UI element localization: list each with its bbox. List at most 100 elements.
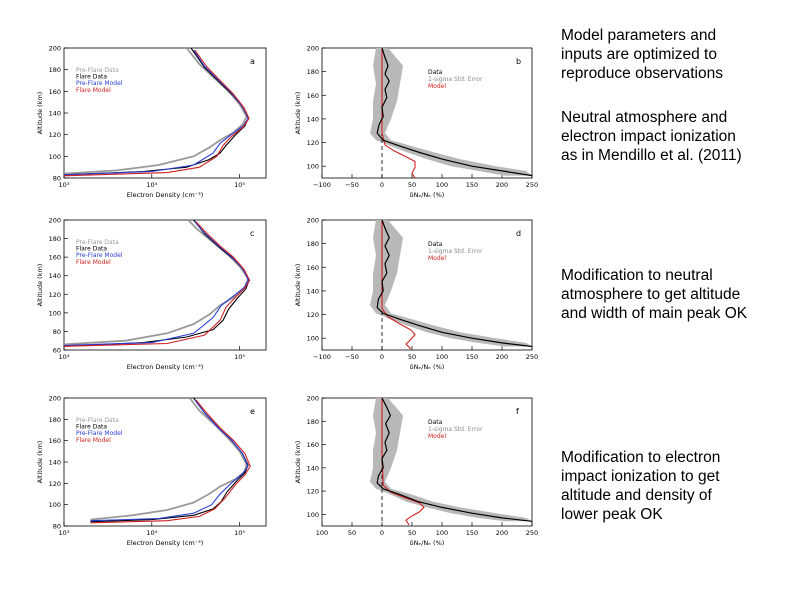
legend-entry: Pre-Flare Model: [76, 430, 123, 437]
note-line: Model parameters and: [561, 27, 717, 44]
y-tick-label: 100: [307, 335, 319, 343]
x-tick-label: −100: [313, 353, 331, 361]
x-tick-label: 150: [466, 181, 478, 189]
series-line: [90, 399, 249, 522]
panel-letter: b: [516, 57, 521, 66]
y-axis-label: Altitude (km): [36, 441, 44, 484]
y-tick-label: 200: [49, 217, 61, 225]
legend-entry: Pre-Flare Data: [76, 239, 119, 246]
y-tick-label: 80: [53, 328, 61, 336]
legend-entry: 1-sigma Std. Error: [428, 248, 483, 255]
panel-e: 80 100 120 140 160 180 200 10³ 10⁴ 10⁵ Electron De…: [36, 395, 267, 547]
chart-svg: 80 100 120 140 160 180 200 10³ 10⁴ 10⁵ Electron De…: [36, 45, 538, 548]
legend-entry: Data: [428, 419, 443, 426]
y-tick-label: 80: [53, 523, 61, 531]
plot-frame: [63, 219, 267, 351]
legend-entry: Flare Model: [76, 437, 111, 444]
y-tick-label: 120: [49, 131, 61, 139]
x-tick-label: 10³: [59, 529, 70, 537]
x-tick-label: 250: [526, 181, 538, 189]
legend-entry: Data: [428, 241, 443, 248]
note-line: Modification to neutral: [561, 267, 713, 284]
y-axis-label: Altitude (km): [294, 441, 302, 484]
x-tick-label: 10⁴: [146, 529, 157, 537]
x-axis-label: Electron Density (cm⁻³): [127, 363, 204, 371]
y-tick-label: 160: [307, 264, 319, 272]
legend-entry: Flare Data: [76, 246, 107, 253]
error-band: [370, 220, 532, 347]
legend-entry: Flare Model: [76, 259, 111, 266]
y-tick-label: 100: [307, 163, 319, 171]
panel-letter: c: [250, 229, 254, 238]
legend-entry: Flare Data: [76, 74, 107, 81]
y-axis-label: Altitude (km): [36, 264, 44, 307]
x-tick-label: 100: [316, 529, 328, 537]
x-tick-label: 10⁵: [234, 529, 245, 537]
model-line: [381, 398, 425, 526]
series-line: [63, 47, 248, 175]
note-line: lower peak OK: [561, 506, 663, 523]
series-line: [90, 399, 251, 524]
note-line: Neutral atmosphere and: [561, 109, 728, 126]
note-line: as in Mendillo et al. (2011): [561, 147, 742, 164]
y-tick-label: 180: [49, 235, 61, 243]
legend-entry: Model: [428, 255, 446, 262]
x-tick-label: 150: [466, 529, 478, 537]
x-tick-label: 200: [496, 529, 508, 537]
legend-entry: Flare Model: [76, 87, 111, 94]
series-line: [63, 49, 250, 177]
note-line: and width of main peak OK: [561, 305, 748, 322]
x-axis-label: δNₑ/Nₑ (%): [410, 191, 445, 199]
y-tick-label: 160: [307, 441, 319, 449]
note-4: Modification to electron impact ionizati…: [561, 448, 786, 524]
legend-entry: Pre-Flare Model: [76, 80, 123, 87]
plot-frame: [321, 397, 533, 527]
x-axis-label: Electron Density (cm⁻³): [127, 191, 204, 199]
x-tick-label: 100: [436, 529, 448, 537]
series-line: [63, 221, 251, 347]
y-tick-label: 120: [307, 488, 319, 496]
panel-b: 100 120 140 160 180 200 −100 −50 0 50 100 150 200 250…: [294, 45, 538, 200]
x-tick-label: 50: [408, 181, 416, 189]
data-line: [376, 219, 533, 348]
x-tick-label: −50: [345, 181, 359, 189]
note-1: Model parameters and inputs are optimize…: [561, 26, 786, 83]
panel-letter: f: [516, 407, 519, 416]
x-axis-label: δNₑ/Nₑ (%): [410, 363, 445, 371]
x-tick-label: 10⁴: [59, 353, 70, 361]
legend-entry: Pre-Flare Data: [76, 417, 119, 424]
series-line: [63, 221, 250, 346]
y-tick-label: 100: [49, 153, 61, 161]
x-tick-label: 250: [526, 529, 538, 537]
legend-entry: Flare Data: [76, 424, 107, 431]
y-axis-label: Altitude (km): [294, 92, 302, 135]
y-tick-label: 180: [307, 418, 319, 426]
panel-f: 100 120 140 160 180 200 100 50 0 50 100 150 200 250 δN…: [294, 395, 538, 548]
note-line: electron impact ionization: [561, 128, 736, 145]
y-tick-label: 200: [49, 395, 61, 403]
panel-letter: e: [250, 407, 255, 416]
data-line: [376, 397, 533, 522]
y-tick-label: 200: [307, 395, 319, 403]
x-tick-label: 0: [380, 529, 384, 537]
x-tick-label: 50: [408, 353, 416, 361]
y-tick-label: 100: [49, 501, 61, 509]
data-line: [376, 47, 533, 177]
y-tick-label: 200: [307, 45, 319, 53]
series-line: [63, 49, 249, 176]
panel-d: 100 120 140 160 180 200 −100 −50 0 50 100 150 200 250…: [294, 217, 538, 372]
error-band: [370, 48, 532, 176]
y-tick-label: 200: [49, 45, 61, 53]
y-tick-label: 180: [49, 66, 61, 74]
x-tick-label: 100: [436, 181, 448, 189]
y-tick-label: 100: [49, 309, 61, 317]
y-tick-label: 180: [49, 416, 61, 424]
x-tick-label: −100: [313, 181, 331, 189]
y-tick-label: 180: [307, 240, 319, 248]
y-tick-label: 140: [307, 464, 319, 472]
y-tick-label: 60: [53, 347, 61, 355]
x-tick-label: 250: [526, 353, 538, 361]
y-axis-label: Altitude (km): [36, 92, 44, 135]
note-3: Modification to neutral atmosphere to ge…: [561, 266, 786, 323]
note-line: impact ionization to get: [561, 468, 720, 485]
